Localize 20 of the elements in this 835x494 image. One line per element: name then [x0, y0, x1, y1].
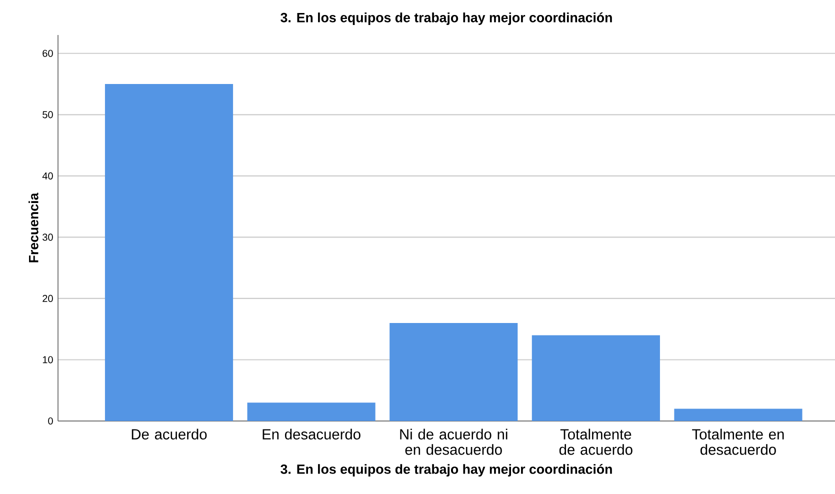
bar [674, 408, 802, 421]
y-tick-label: 40 [42, 172, 53, 180]
y-axis-title: Frecuencia [28, 192, 38, 262]
bar [247, 402, 376, 421]
y-tick-label: 20 [42, 294, 53, 302]
y-tick-label: 10 [42, 356, 53, 364]
x-tick-label: Totalmente en desacuerdo [692, 428, 784, 455]
x-tick-label: En desacuerdo [262, 428, 360, 440]
y-tick-label: 0 [48, 417, 53, 425]
bar [104, 84, 234, 421]
bar [390, 322, 518, 421]
bar [532, 335, 660, 421]
y-tick-label: 30 [42, 234, 53, 241]
y-tick-label: 50 [42, 111, 53, 118]
x-tick-label: Totalmente de acuerdo [559, 428, 632, 455]
x-tick-label: Ni de acuerdo ni en desacuerdo [400, 428, 508, 455]
y-tick-label: 60 [42, 50, 53, 57]
x-tick-label: De acuerdo [132, 428, 207, 440]
chart-title: 3. En los equipos de trabajo hay mejor coordinación [280, 12, 612, 25]
x-axis-title: 3. En los equipos de trabajo hay mejor coordinación [280, 464, 612, 477]
